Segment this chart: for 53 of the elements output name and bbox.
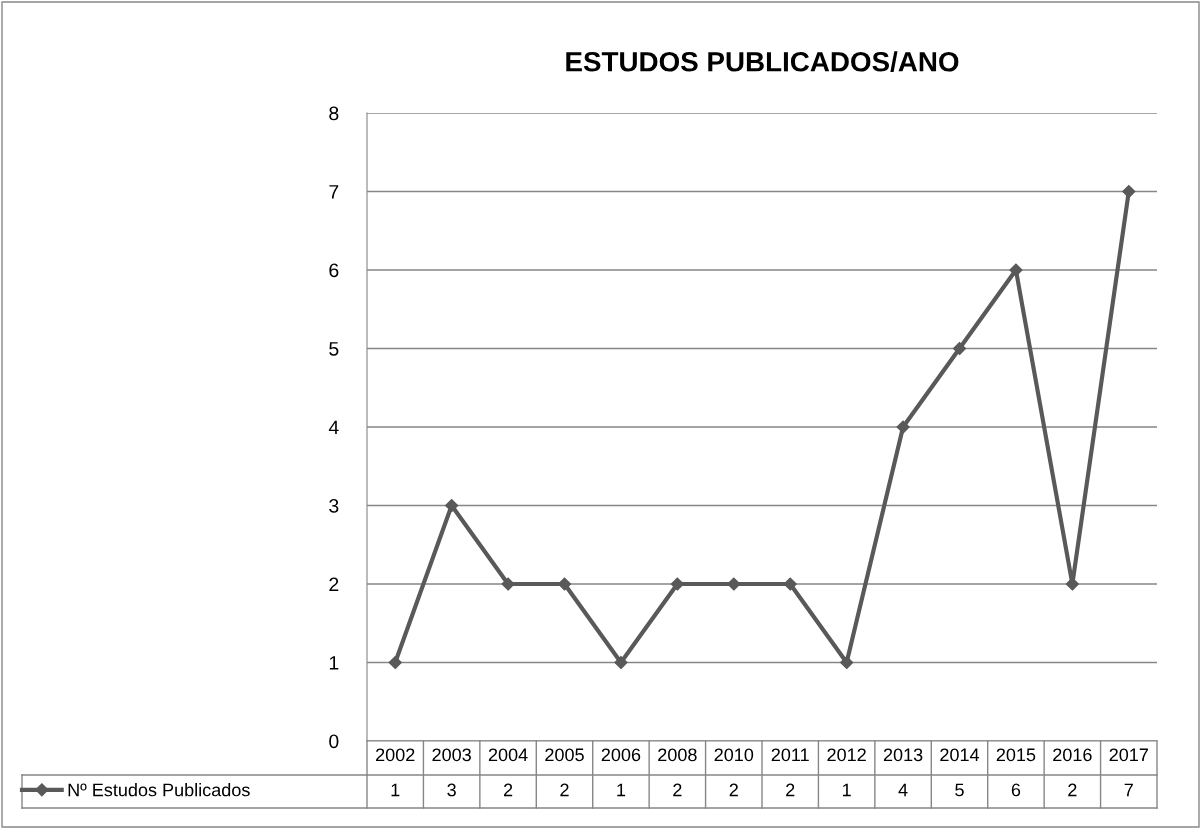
- data-label: 5: [955, 783, 964, 797]
- y-tick-label: 1: [329, 656, 339, 670]
- data-label: 2: [503, 783, 513, 797]
- data-label: 2: [729, 783, 738, 797]
- data-label: 2: [786, 783, 795, 797]
- y-tick-label: 4: [328, 420, 339, 435]
- x-tick-label: 2014: [940, 748, 980, 762]
- data-label: 2: [560, 783, 569, 797]
- y-tick-label: 2: [329, 577, 339, 592]
- point: [840, 655, 854, 670]
- x-tick-label: 2011: [771, 748, 809, 762]
- point: [1009, 263, 1023, 277]
- point: [1122, 184, 1136, 199]
- data-label: 2: [673, 783, 682, 797]
- point: [783, 577, 797, 591]
- x-tick-label: 2013: [883, 748, 923, 762]
- data-label: 1: [617, 783, 626, 797]
- y-tick-label: 8: [329, 106, 339, 121]
- point: [1065, 577, 1079, 591]
- x-tick-label: 2015: [996, 748, 1036, 762]
- point: [952, 341, 967, 356]
- legend-label: Nº Estudos Publicados: [68, 783, 250, 797]
- y-tick-label: 0: [329, 734, 339, 749]
- point: [557, 577, 572, 591]
- y-tick-label: 5: [329, 342, 339, 356]
- data-label: 1: [391, 783, 400, 797]
- data-label: 2: [1068, 783, 1077, 797]
- data-label: 1: [843, 783, 851, 797]
- chart-title: ESTUDOS PUBLICADOS/ANO: [566, 51, 959, 72]
- x-tick-label: 2003: [432, 748, 471, 762]
- x-tick-label: 2017: [1109, 748, 1148, 762]
- point: [670, 577, 684, 591]
- point: [445, 498, 459, 513]
- point: [388, 655, 402, 670]
- y-tick-label: 3: [329, 498, 339, 513]
- point: [727, 577, 741, 591]
- x-tick-label: 2008: [658, 748, 697, 762]
- x-tick-label: 2004: [488, 748, 528, 762]
- data-label: 3: [447, 783, 456, 797]
- point: [896, 420, 910, 434]
- x-tick-label: 2005: [545, 748, 584, 762]
- y-tick-label: 7: [329, 185, 339, 199]
- x-tick-label: 2002: [376, 748, 415, 762]
- point: [614, 655, 628, 670]
- data-label: 6: [1011, 783, 1021, 797]
- data-label: 4: [898, 783, 908, 797]
- x-tick-label: 2010: [714, 748, 754, 762]
- point: [501, 577, 515, 591]
- x-tick-label: 2016: [1053, 748, 1092, 762]
- y-tick-label: 6: [329, 263, 339, 278]
- x-tick-label: 2006: [601, 748, 641, 762]
- data-label: 7: [1124, 783, 1133, 797]
- x-tick-label: 2012: [827, 748, 866, 762]
